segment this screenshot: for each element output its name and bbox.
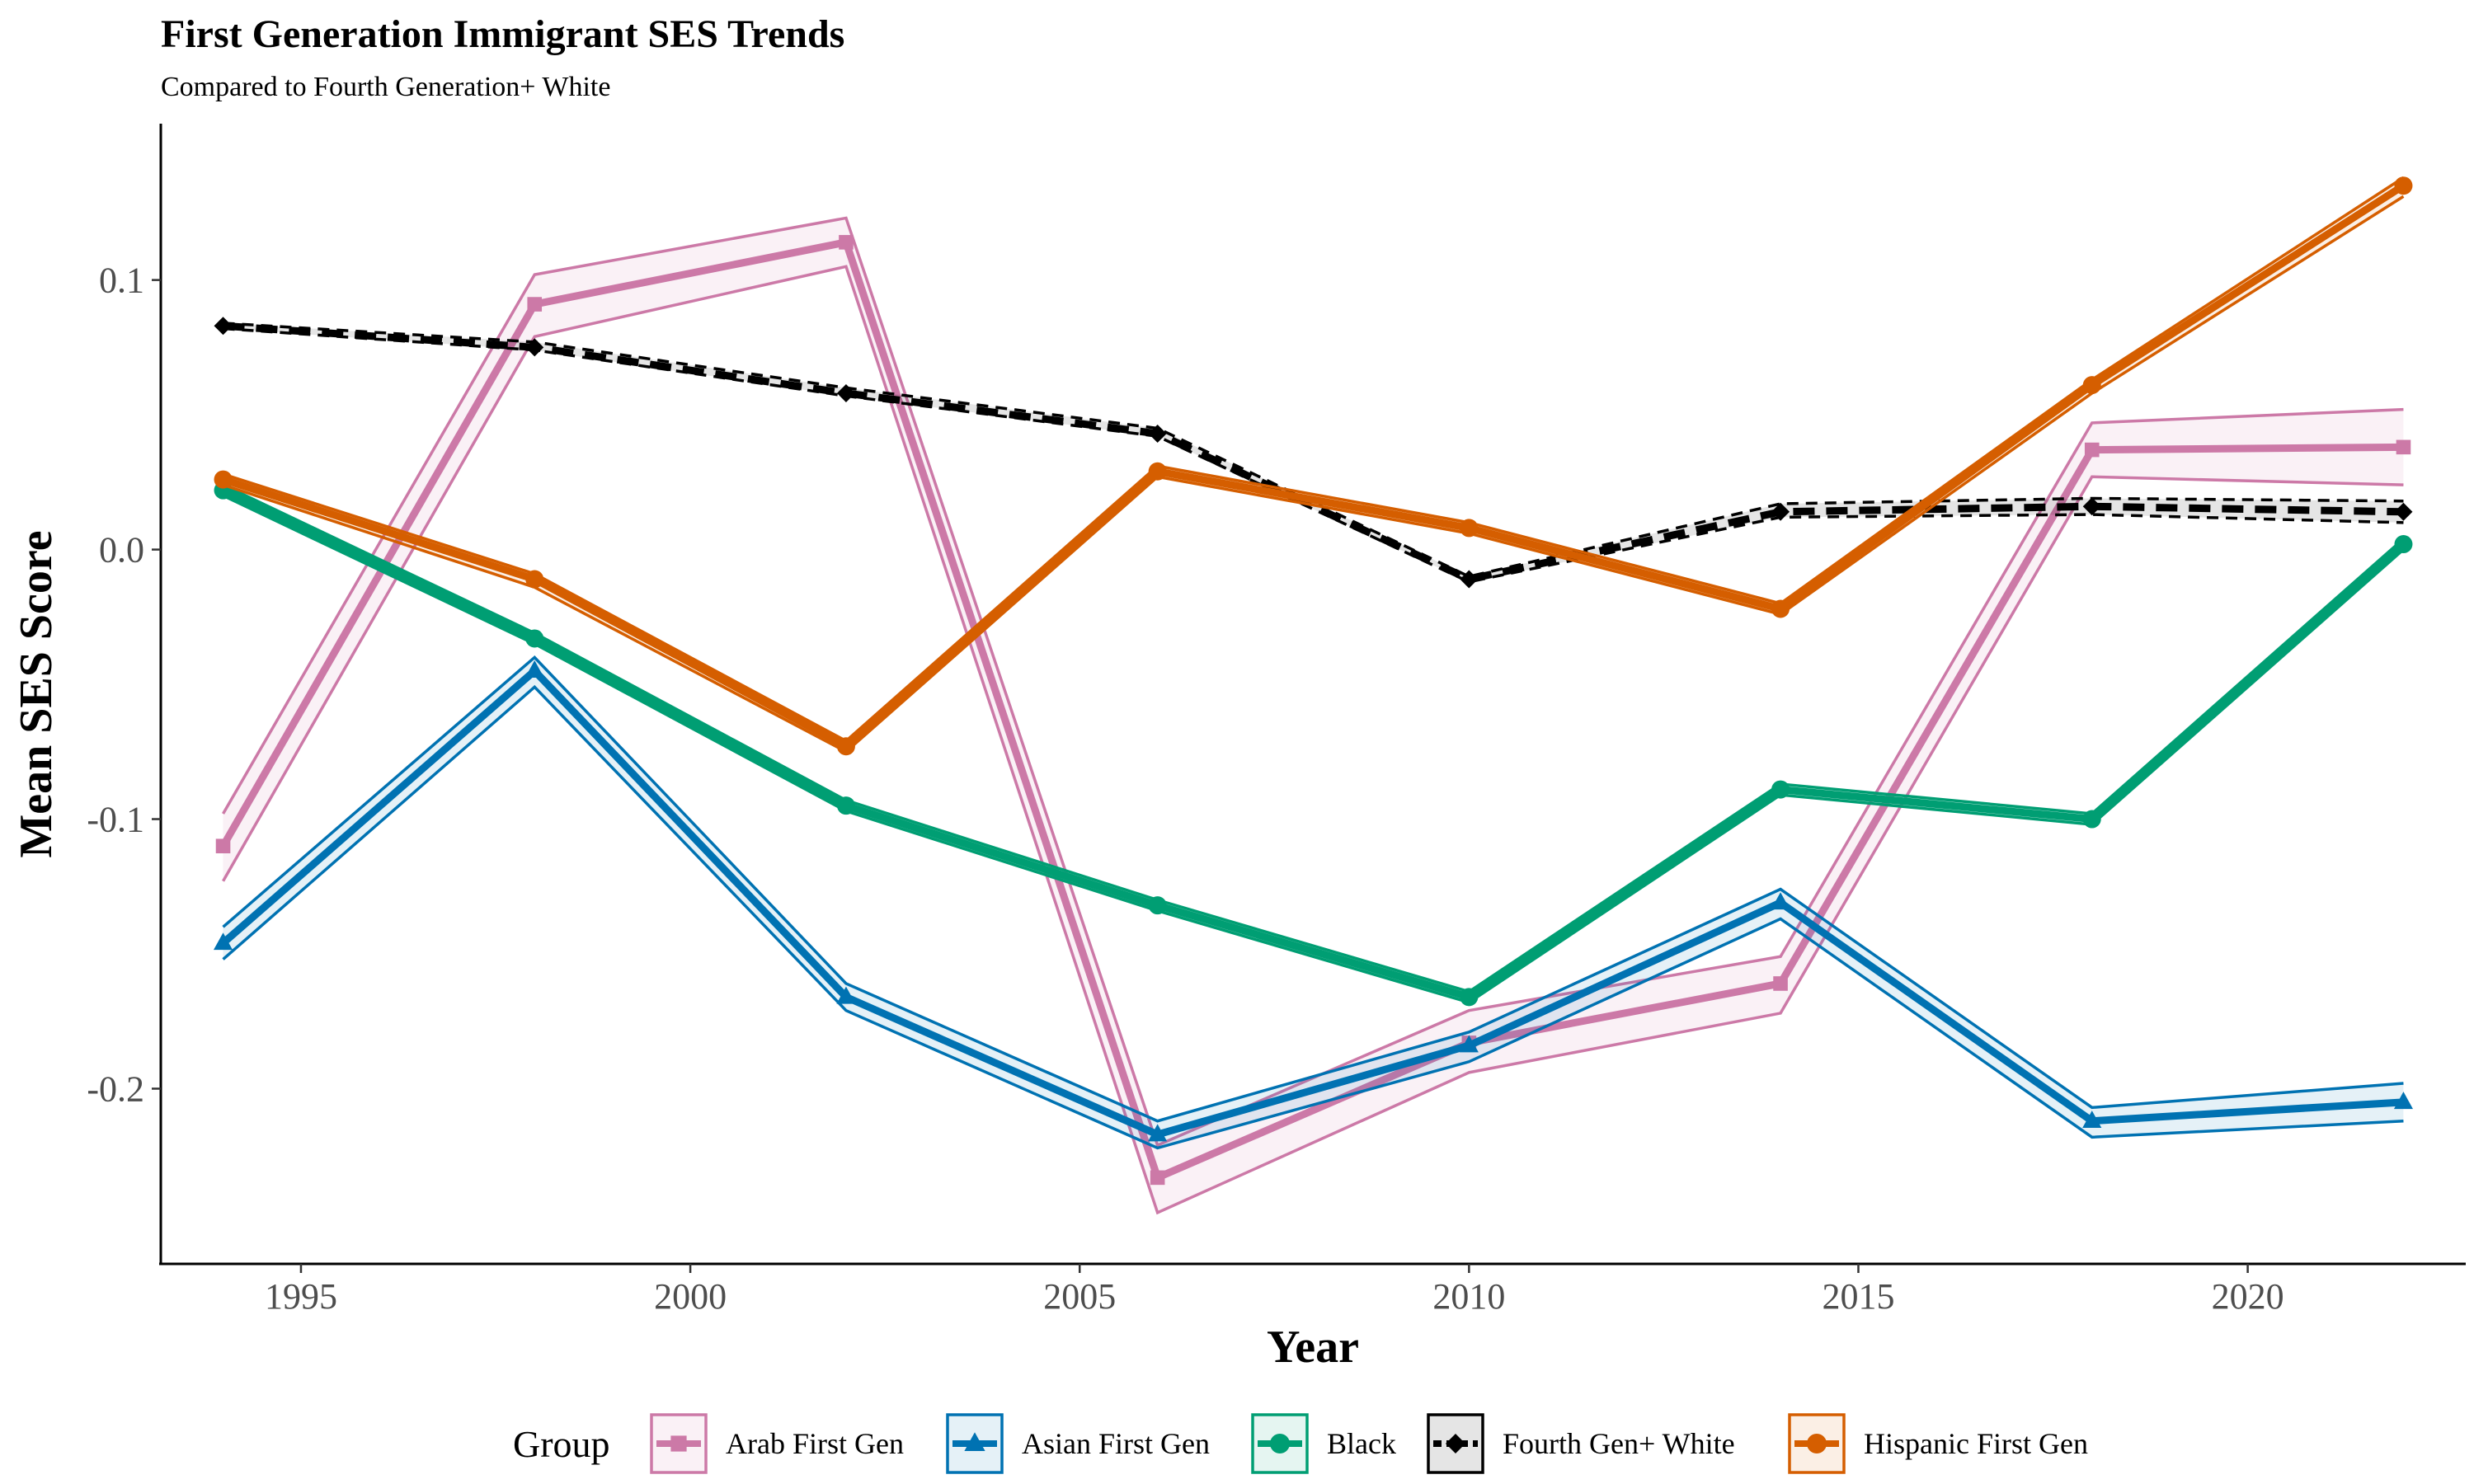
legend-item-fourth-gen-white: Fourth Gen+ White (1427, 1413, 1735, 1474)
legend-marker (1270, 1434, 1290, 1453)
band-upper-line (222, 483, 2405, 993)
x-tick-label: 2020 (2212, 1276, 2284, 1317)
x-axis-title: Year (1267, 1322, 1359, 1373)
legend-item-asian-first-gen: Asian First Gen (946, 1413, 1210, 1474)
data-point (2393, 1092, 2414, 1110)
data-point (1148, 424, 1167, 443)
legend-item-hispanic-first-gen: Hispanic First Gen (1788, 1413, 2088, 1474)
data-point (527, 297, 543, 312)
data-point (1148, 896, 1167, 915)
data-point (839, 235, 854, 250)
data-point (2084, 442, 2100, 458)
data-point (2082, 1111, 2102, 1128)
chart-title: First Generation Immigrant SES Trends (161, 12, 844, 56)
data-point (214, 317, 233, 336)
x-tick-label: 1995 (265, 1276, 337, 1317)
data-point (2394, 502, 2413, 521)
confidence-band (223, 657, 2404, 1148)
legend-item-black: Black (1251, 1413, 1396, 1474)
band-lower-line (222, 265, 2404, 1215)
series-asian-first-gen (213, 655, 2414, 1150)
series-line (221, 486, 2406, 1001)
series-line (220, 667, 2404, 1139)
y-tick-label: 0.0 (99, 530, 144, 571)
x-ticks: 1995 2000 2005 2010 2015 2020 (265, 1264, 2284, 1317)
band-lower-line (222, 195, 2405, 754)
y-tick-label: -0.1 (87, 800, 144, 840)
y-tick-label: -0.2 (87, 1068, 144, 1109)
series-black (214, 481, 2413, 1007)
data-point (836, 383, 855, 402)
data-point (1148, 1124, 1168, 1142)
x-tick-label: 2015 (1822, 1276, 1894, 1317)
y-ticks: -0.2 -0.1 0.0 0.1 (87, 261, 161, 1109)
legend-label: Asian First Gen (1022, 1427, 1210, 1460)
data-point (1460, 988, 1479, 1007)
confidence-band (223, 218, 2404, 1213)
y-axis-title: Mean SES Score (11, 530, 62, 857)
data-point (1460, 570, 1479, 589)
chart-subtitle: Compared to Fourth Generation+ White (161, 72, 610, 102)
data-point (2082, 810, 2101, 829)
series-hispanic-first-gen (214, 176, 2413, 756)
data-point (525, 338, 544, 357)
legend-item-arab-first-gen: Arab First Gen (650, 1413, 904, 1474)
legend-label: Black (1327, 1427, 1396, 1460)
data-point (1771, 892, 1790, 910)
data-point (2396, 439, 2411, 455)
data-point (1771, 780, 1790, 799)
data-point (525, 629, 544, 648)
legend-title: Group (513, 1423, 610, 1465)
data-point (1773, 976, 1788, 991)
series-arab-first-gen (215, 216, 2411, 1215)
legend-marker (964, 1432, 985, 1451)
data-point (524, 660, 544, 678)
series-layer (213, 176, 2414, 1215)
band-upper-line (222, 655, 2404, 1123)
data-point (2082, 376, 2101, 395)
legend-label: Fourth Gen+ White (1503, 1427, 1735, 1460)
band-upper-line (223, 322, 2404, 579)
series-fourth-gen-white (214, 317, 2413, 589)
x-tick-label: 2000 (654, 1276, 727, 1317)
data-point (2082, 497, 2101, 516)
data-point (1148, 462, 1167, 481)
data-point (836, 737, 855, 756)
band-lower-line (222, 684, 2404, 1150)
data-point (1771, 599, 1790, 618)
legend-marker (1446, 1434, 1465, 1453)
series-line (223, 322, 2404, 584)
data-point (214, 470, 233, 489)
data-point (213, 932, 233, 951)
data-point (2394, 176, 2413, 195)
data-point (836, 796, 855, 815)
y-tick-label: 0.1 (99, 261, 144, 301)
data-point (1771, 502, 1790, 521)
data-point (1459, 1035, 1479, 1053)
legend-marker (670, 1435, 687, 1452)
legend: Group Arab First Gen Asian First Gen Black… (513, 1413, 2088, 1474)
data-point (215, 838, 231, 854)
series-line (219, 238, 2404, 1181)
x-tick-label: 2005 (1043, 1276, 1116, 1317)
band-lower-line (222, 494, 2405, 1004)
data-point (1460, 519, 1479, 538)
data-point (836, 986, 856, 1004)
x-tick-label: 2010 (1432, 1276, 1505, 1317)
legend-label: Arab First Gen (726, 1427, 904, 1460)
data-point (525, 570, 544, 589)
confidence-band (223, 485, 2404, 1003)
series-line (222, 182, 2406, 750)
data-point (1150, 1170, 1165, 1186)
data-point (2394, 535, 2413, 554)
legend-marker (1807, 1434, 1827, 1453)
legend-label: Hispanic First Gen (1864, 1427, 2088, 1460)
band-upper-line (223, 176, 2405, 743)
